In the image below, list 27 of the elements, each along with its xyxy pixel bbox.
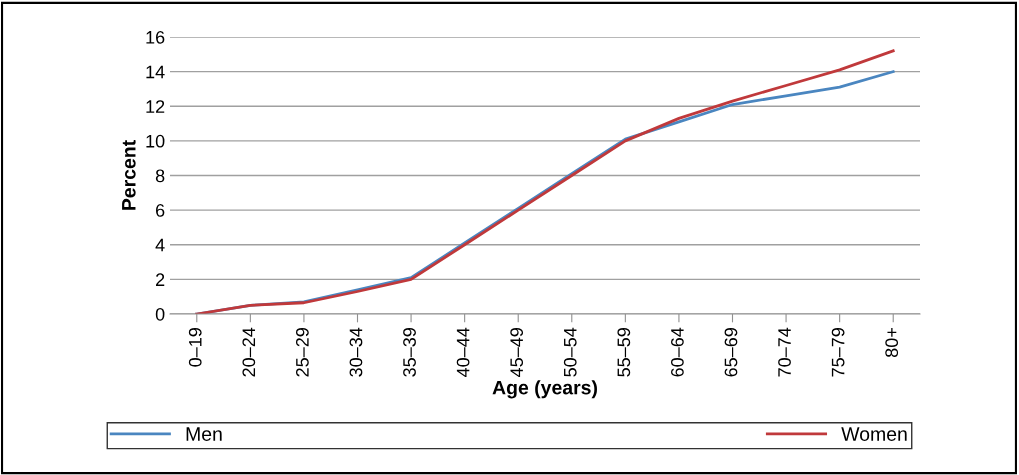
x-tick-label: 20–24 <box>242 327 256 377</box>
x-tick-label: 55–59 <box>617 328 631 377</box>
y-tick-label: 4 <box>155 238 165 252</box>
y-axis-title: Percent <box>122 140 136 210</box>
x-tick-label: 35–39 <box>403 328 416 377</box>
y-tick-label: 2 <box>156 273 165 286</box>
y-tick-label: 14 <box>146 65 165 79</box>
x-axis-title: Age (years) <box>492 380 597 399</box>
x-tick-label: 40–44 <box>456 327 470 377</box>
y-tick-label: 8 <box>155 169 165 183</box>
x-tick-label: 0–19 <box>188 328 202 367</box>
x-tick-label: 25–29 <box>295 328 309 377</box>
x-tick-label: 80+ <box>885 328 899 358</box>
y-tick-label: 6 <box>156 204 165 217</box>
x-tick-label: 30–34 <box>349 327 363 377</box>
x-tick-label: 45–49 <box>510 328 524 377</box>
x-tick-label: 75–79 <box>831 328 845 377</box>
x-tick-label: 65–69 <box>724 328 738 377</box>
y-tick-label: 0 <box>155 307 165 321</box>
y-tick-label: 12 <box>146 100 165 113</box>
x-tick-label: 50–54 <box>563 327 577 377</box>
legend-label: Men <box>186 427 222 441</box>
x-tick-label: 70–74 <box>778 327 791 377</box>
legend-label: Women <box>841 427 907 441</box>
y-tick-label: 16 <box>146 30 165 44</box>
y-tick-label: 10 <box>146 134 165 148</box>
x-tick-label: 60–64 <box>670 327 684 377</box>
